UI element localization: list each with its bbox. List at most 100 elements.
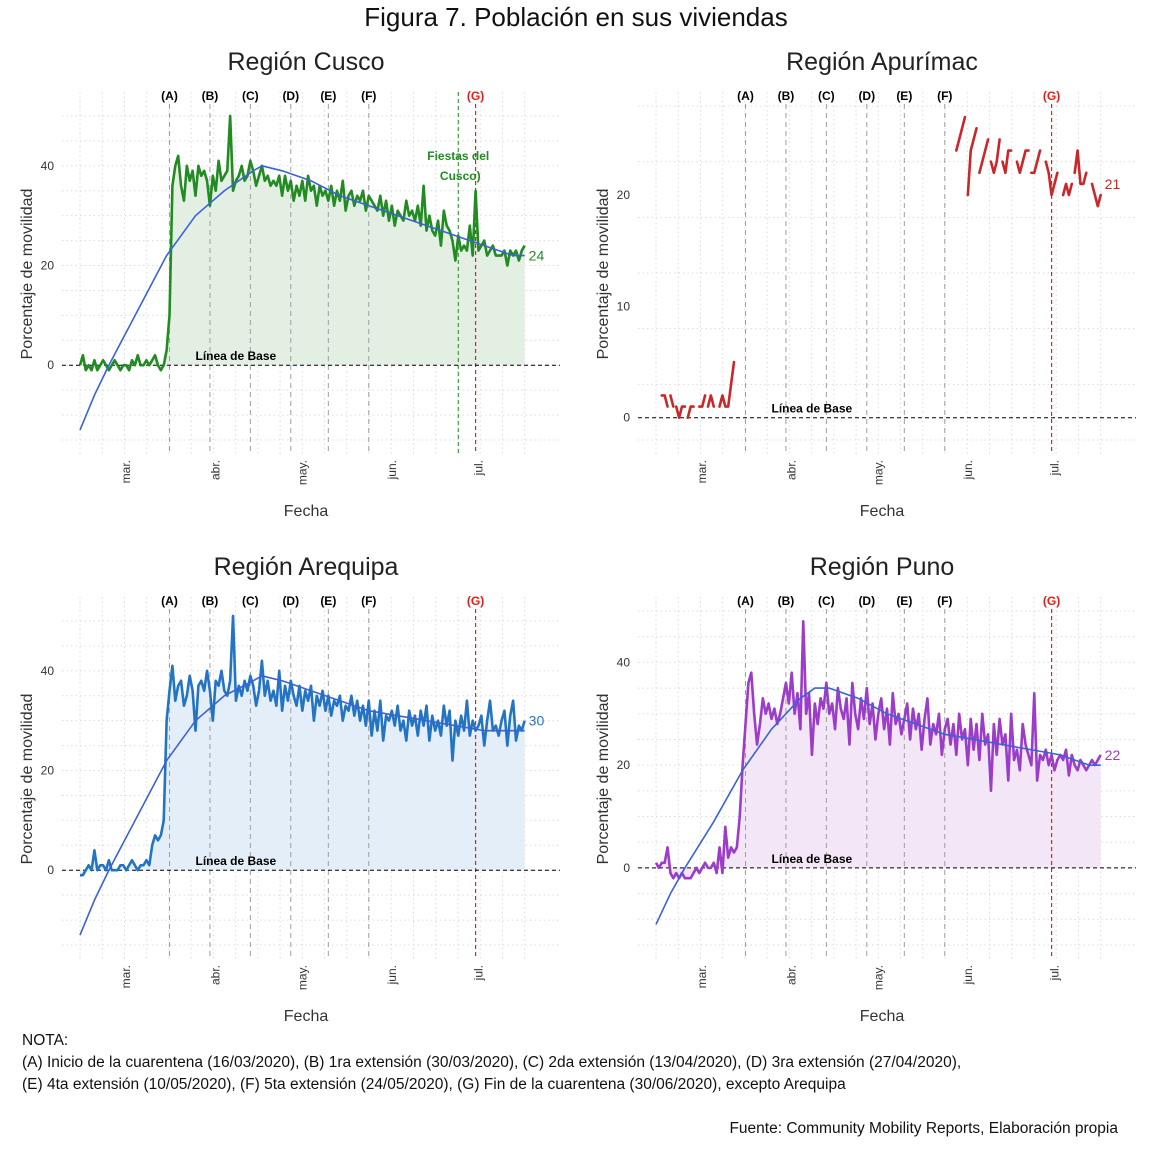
event-label: (C) bbox=[242, 89, 259, 103]
event-label: (B) bbox=[778, 594, 795, 608]
baseline-label: Línea de Base bbox=[772, 402, 853, 416]
series-segment-apurimac bbox=[1015, 149, 1030, 175]
event-label: (B) bbox=[778, 89, 795, 103]
x-tick-label: may. bbox=[871, 460, 885, 485]
series-segment-apurimac bbox=[955, 115, 967, 152]
end-value-label-cusco: 24 bbox=[529, 248, 545, 264]
event-label: (B) bbox=[202, 89, 219, 103]
note-heading: NOTA: bbox=[22, 1032, 69, 1049]
grid-apurimac bbox=[638, 92, 1136, 454]
note-line-2: (E) 4ta extensión (10/05/2020), (F) 5ta … bbox=[22, 1076, 846, 1093]
series-segment-apurimac bbox=[1044, 160, 1059, 197]
series-segment-apurimac bbox=[706, 394, 716, 408]
event-label: (F) bbox=[937, 594, 952, 608]
end-quarantine-label: (G) bbox=[1043, 89, 1060, 103]
x-tick-label: abr. bbox=[785, 460, 799, 480]
source-note: Fuente: Community Mobility Reports, Elab… bbox=[729, 1120, 1118, 1137]
note-block: NOTA: (A) Inicio de la cuarentena (16/03… bbox=[22, 1030, 961, 1096]
y-axis-title-cusco: Porcentaje de movilidad bbox=[19, 189, 36, 360]
x-tick-label: abr. bbox=[209, 460, 223, 480]
y-axis-title-arequipa: Porcentaje de movilidad bbox=[19, 694, 36, 865]
y-tick-label: 40 bbox=[41, 664, 55, 678]
x-tick-label: mar. bbox=[695, 460, 709, 483]
y-tick-label: 0 bbox=[47, 863, 54, 877]
y-tick-label: 0 bbox=[623, 411, 630, 425]
chart-panel-cusco: Región Cusco 0 20 40 mar. abr. may. jun. jul. Fec… bbox=[0, 42, 576, 547]
event-label: (A) bbox=[161, 89, 178, 103]
chart-svg-cusco: Región Cusco 0 20 40 mar. abr. may. jun. jul. Fec… bbox=[19, 48, 560, 520]
series-segment-apurimac bbox=[1001, 149, 1013, 175]
chart-svg-puno: Región Puno 0 20 40 mar. abr. may. jun. jul. Fech… bbox=[595, 553, 1136, 1025]
event-label: (C) bbox=[818, 594, 835, 608]
series-segment-apurimac bbox=[1061, 182, 1074, 197]
trend-line-arequipa bbox=[79, 675, 525, 936]
y-axis-title-apurimac: Porcentaje de movilidad bbox=[595, 189, 612, 360]
event-label: (D) bbox=[282, 594, 299, 608]
note-line-1: (A) Inicio de la cuarentena (16/03/2020)… bbox=[22, 1054, 962, 1071]
event-label: (E) bbox=[896, 594, 912, 608]
trend-line-cusco bbox=[79, 165, 525, 431]
series-segment-apurimac bbox=[978, 138, 990, 175]
end-value-label-arequipa: 30 bbox=[529, 713, 545, 729]
chart-title-apurimac: Región Apurímac bbox=[786, 48, 978, 76]
x-tick-label: may. bbox=[295, 965, 309, 990]
chart-panel-apurimac: Región Apurímac 0 10 20 mar. abr. may. jun. jul.… bbox=[576, 42, 1152, 547]
x-tick-label: mar. bbox=[119, 460, 133, 483]
trend-line-puno bbox=[655, 687, 1101, 925]
series-segment-apurimac bbox=[686, 405, 695, 420]
x-tick-label: jul. bbox=[1047, 965, 1061, 981]
x-tick-label: jun. bbox=[385, 965, 399, 985]
series-segment-apurimac bbox=[674, 405, 687, 420]
series-segment-apurimac bbox=[966, 126, 978, 197]
baseline-label: Línea de Base bbox=[196, 854, 277, 868]
y-tick-label: 20 bbox=[41, 259, 55, 273]
y-tick-label: 10 bbox=[617, 299, 631, 313]
series-area-puno bbox=[656, 621, 1101, 879]
baseline-label: Línea de Base bbox=[772, 852, 853, 866]
series-area-arequipa bbox=[80, 615, 525, 876]
event-label: (D) bbox=[858, 89, 875, 103]
series-line-arequipa bbox=[80, 614, 526, 877]
x-axis-title-cusco: Fecha bbox=[284, 503, 329, 520]
event-label: (D) bbox=[858, 594, 875, 608]
x-tick-label: jul. bbox=[471, 965, 485, 981]
series-segment-apurimac bbox=[1073, 149, 1088, 186]
series-segment-apurimac bbox=[1030, 149, 1042, 175]
festival-label-2: Cusco) bbox=[440, 169, 481, 183]
y-tick-label: 20 bbox=[41, 764, 55, 778]
x-tick-label: mar. bbox=[695, 965, 709, 988]
end-value-label-apurimac: 21 bbox=[1105, 176, 1121, 192]
x-tick-label: abr. bbox=[785, 965, 799, 985]
x-tick-label: jun. bbox=[961, 460, 975, 480]
y-tick-label: 20 bbox=[617, 188, 631, 202]
x-tick-label: may. bbox=[295, 460, 309, 485]
x-axis-title-puno: Fecha bbox=[860, 1008, 905, 1025]
y-tick-label: 20 bbox=[617, 758, 631, 772]
chart-panel-puno: Región Puno 0 20 40 mar. abr. may. jun. jul. Fech… bbox=[576, 547, 1152, 1052]
event-label: (F) bbox=[937, 89, 952, 103]
event-label: (E) bbox=[320, 594, 336, 608]
x-tick-label: jun. bbox=[961, 965, 975, 985]
chart-panel-arequipa: Región Arequipa 0 20 40 mar. abr. may. jun. jul.… bbox=[0, 547, 576, 1052]
chart-svg-apurimac: Región Apurímac 0 10 20 mar. abr. may. jun. jul.… bbox=[595, 48, 1136, 520]
event-label: (A) bbox=[161, 594, 178, 608]
x-tick-label: jul. bbox=[471, 460, 485, 476]
chart-title-arequipa: Región Arequipa bbox=[214, 553, 399, 581]
end-quarantine-label: (G) bbox=[467, 594, 484, 608]
x-axis-title-arequipa: Fecha bbox=[284, 1008, 329, 1025]
event-label: (E) bbox=[896, 89, 912, 103]
x-tick-label: jul. bbox=[1047, 460, 1061, 476]
y-tick-label: 40 bbox=[617, 655, 631, 669]
y-axis-title-puno: Porcentaje de movilidad bbox=[595, 694, 612, 865]
event-label: (C) bbox=[242, 594, 259, 608]
festival-label-1: Fiestas del bbox=[427, 149, 489, 163]
y-tick-label: 0 bbox=[623, 861, 630, 875]
x-tick-label: abr. bbox=[209, 965, 223, 985]
x-tick-label: jun. bbox=[385, 460, 399, 480]
end-value-label-puno: 22 bbox=[1105, 747, 1121, 763]
series-segment-apurimac bbox=[660, 394, 669, 408]
series-segment-apurimac bbox=[989, 138, 1001, 175]
event-label: (F) bbox=[361, 89, 376, 103]
x-tick-label: may. bbox=[871, 965, 885, 990]
x-axis-title-apurimac: Fecha bbox=[860, 503, 905, 520]
